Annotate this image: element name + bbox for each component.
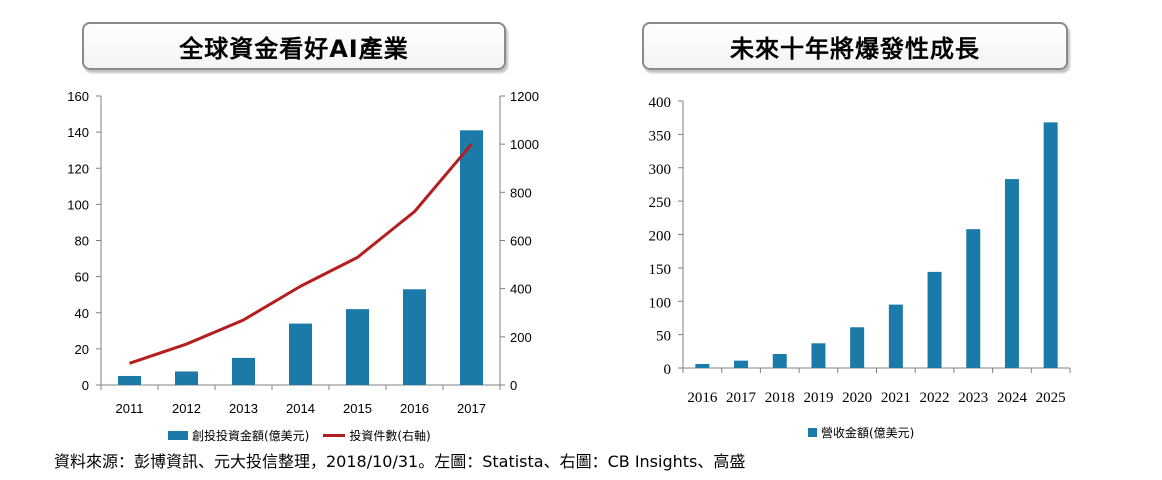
y-tick-label: 150 bbox=[649, 262, 672, 278]
x-tick-label: 2015 bbox=[343, 401, 372, 416]
x-tick-label: 2019 bbox=[803, 390, 833, 406]
x-tick-label: 2022 bbox=[920, 390, 950, 406]
y2-tick-label: 800 bbox=[510, 185, 532, 200]
bar bbox=[888, 304, 903, 368]
bar bbox=[927, 271, 942, 368]
x-tick-label: 2021 bbox=[881, 390, 911, 406]
y-tick-label: 100 bbox=[649, 295, 672, 311]
x-tick-label: 2018 bbox=[765, 390, 795, 406]
y2-tick-label: 0 bbox=[510, 378, 517, 393]
y-tick-label: 300 bbox=[649, 162, 672, 178]
y2-tick-label: 200 bbox=[510, 330, 532, 345]
y-tick-label: 250 bbox=[649, 195, 672, 211]
bar bbox=[175, 371, 198, 385]
y2-tick-label: 1000 bbox=[510, 137, 539, 152]
y-tick-label: 120 bbox=[67, 161, 89, 176]
bar bbox=[850, 327, 865, 368]
y-tick-label: 20 bbox=[75, 342, 89, 357]
legend-bar-label: 創投投資金額(億美元) bbox=[192, 429, 310, 443]
x-tick-label: 2013 bbox=[229, 401, 258, 416]
y-tick-label: 160 bbox=[67, 89, 89, 104]
y-tick-label: 40 bbox=[75, 306, 89, 321]
y-tick-label: 200 bbox=[649, 229, 672, 245]
bar bbox=[232, 357, 255, 385]
x-tick-label: 2017 bbox=[457, 401, 486, 416]
y-tick-label: 60 bbox=[75, 270, 89, 285]
x-tick-label: 2017 bbox=[726, 390, 757, 406]
bar bbox=[811, 343, 826, 368]
bar bbox=[403, 289, 426, 385]
y-tick-label: 400 bbox=[649, 95, 672, 111]
y-tick-label: 50 bbox=[656, 329, 671, 345]
bar bbox=[695, 363, 710, 368]
y-tick-label: 140 bbox=[67, 125, 89, 140]
x-tick-label: 2016 bbox=[400, 401, 429, 416]
y2-tick-label: 1200 bbox=[510, 89, 539, 104]
legend-bar-swatch bbox=[168, 431, 188, 440]
x-tick-label: 2020 bbox=[842, 390, 872, 406]
x-tick-label: 2012 bbox=[172, 401, 201, 416]
x-tick-label: 2024 bbox=[997, 390, 1028, 406]
bar bbox=[346, 309, 369, 385]
series-line bbox=[129, 143, 473, 365]
legend-line-label: 投資件數(右軸) bbox=[349, 429, 431, 443]
y-tick-label: 350 bbox=[649, 128, 672, 144]
y-tick-label: 100 bbox=[67, 197, 89, 212]
y-tick-label: 0 bbox=[664, 362, 672, 378]
y-tick-label: 80 bbox=[75, 234, 89, 249]
bar bbox=[289, 323, 312, 385]
y2-tick-label: 400 bbox=[510, 282, 532, 297]
x-tick-label: 2011 bbox=[116, 401, 144, 416]
x-tick-label: 2025 bbox=[1036, 390, 1066, 406]
left-chart-legend: 創投投資金額(億美元) 投資件數(右軸) bbox=[168, 427, 431, 444]
bar bbox=[460, 130, 483, 385]
y-tick-label: 0 bbox=[82, 378, 89, 393]
bar bbox=[966, 229, 981, 368]
bar bbox=[734, 360, 749, 368]
bar bbox=[118, 375, 141, 385]
bar bbox=[772, 353, 787, 368]
x-tick-label: 2023 bbox=[958, 390, 988, 406]
source-note: 資料來源：彭博資訊、元大投信整理，2018/10/31。左圖：Statista、… bbox=[54, 452, 746, 471]
legend-line-swatch bbox=[323, 434, 346, 437]
legend-bar-label: 營收金額(億美元) bbox=[821, 426, 915, 440]
left-chart-title: 全球資金看好AI產業 bbox=[82, 22, 506, 70]
y2-tick-label: 600 bbox=[510, 234, 532, 249]
right-chart-legend: 營收金額(億美元) bbox=[808, 424, 914, 441]
x-tick-label: 2016 bbox=[687, 390, 718, 406]
legend-bar-swatch bbox=[808, 428, 817, 437]
right-chart-title: 未來十年將爆發性成長 bbox=[642, 22, 1068, 70]
bar bbox=[1043, 122, 1058, 368]
x-tick-label: 2014 bbox=[286, 401, 315, 416]
bar bbox=[1004, 179, 1019, 368]
